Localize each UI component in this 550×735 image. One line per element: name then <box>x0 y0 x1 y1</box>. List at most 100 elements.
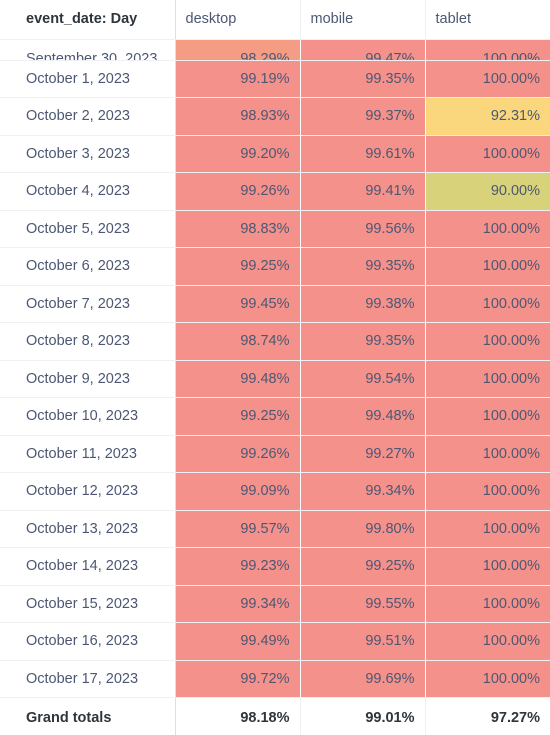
cell-mobile: 99.41% <box>300 172 426 211</box>
column-header-mobile[interactable]: mobile <box>300 0 426 40</box>
table-row: October 13, 2023 99.57% 99.80% 100.00% <box>0 510 550 548</box>
table-row: October 16, 2023 99.49% 99.51% 100.00% <box>0 622 550 661</box>
row-header-date: October 12, 2023 <box>0 472 176 511</box>
cell-tablet: 100.00% <box>425 135 550 173</box>
cell-desktop: 98.83% <box>175 210 301 248</box>
cell-tablet: 100.00% <box>425 547 550 586</box>
cell-desktop: 99.25% <box>175 247 301 286</box>
cell-tablet: 100.00% <box>425 397 550 436</box>
row-header-date: October 13, 2023 <box>0 510 176 548</box>
table-row: October 4, 2023 99.26% 99.41% 90.00% <box>0 172 550 211</box>
cell-tablet: 100.00% <box>425 210 550 248</box>
table-row: October 11, 2023 99.26% 99.27% 100.00% <box>0 435 550 473</box>
table-row: October 2, 2023 98.93% 99.37% 92.31% <box>0 97 550 136</box>
cell-mobile: 99.27% <box>300 435 426 473</box>
cell-desktop: 99.57% <box>175 510 301 548</box>
cell-desktop: 99.19% <box>175 60 301 98</box>
row-header-date: October 8, 2023 <box>0 322 176 361</box>
cell-desktop: 99.23% <box>175 547 301 586</box>
cell-tablet: 100.00% <box>425 660 550 698</box>
cell-desktop-text: 98.29% <box>240 50 290 60</box>
cell-desktop: 99.72% <box>175 660 301 698</box>
grand-totals-row: Grand totals 98.18% 99.01% 97.27% <box>0 697 550 735</box>
cell-desktop: 99.26% <box>175 172 301 211</box>
row-header-date: October 1, 2023 <box>0 60 176 98</box>
column-header-desktop[interactable]: desktop <box>175 0 301 40</box>
pivot-body: September 30, 2023 98.29% 99.47% 100.00%… <box>0 39 550 698</box>
table-row: October 3, 2023 99.20% 99.61% 100.00% <box>0 135 550 173</box>
table-row: October 6, 2023 99.25% 99.35% 100.00% <box>0 247 550 286</box>
row-date-text: September 30, 2023 <box>26 50 158 60</box>
cell-tablet: 100.00% <box>425 585 550 623</box>
cell-desktop: 98.74% <box>175 322 301 361</box>
table-row: October 7, 2023 99.45% 99.38% 100.00% <box>0 285 550 323</box>
column-header-tablet[interactable]: tablet <box>425 0 550 40</box>
cell-mobile: 99.35% <box>300 247 426 286</box>
cell-tablet: 100.00% <box>425 39 550 61</box>
cell-mobile: 99.48% <box>300 397 426 436</box>
table-row: October 8, 2023 98.74% 99.35% 100.00% <box>0 322 550 361</box>
cell-tablet: 100.00% <box>425 472 550 511</box>
cell-mobile: 99.35% <box>300 60 426 98</box>
cell-tablet: 100.00% <box>425 360 550 398</box>
cell-mobile: 99.25% <box>300 547 426 586</box>
cell-desktop: 99.25% <box>175 397 301 436</box>
grand-total-mobile: 99.01% <box>300 697 426 735</box>
table-row: October 1, 2023 99.19% 99.35% 100.00% <box>0 60 550 98</box>
row-header-date: October 15, 2023 <box>0 585 176 623</box>
row-header-date: October 4, 2023 <box>0 172 176 211</box>
cell-mobile: 99.37% <box>300 97 426 136</box>
cell-mobile: 99.55% <box>300 585 426 623</box>
cell-tablet: 100.00% <box>425 60 550 98</box>
row-header-date: October 2, 2023 <box>0 97 176 136</box>
row-header-date: September 30, 2023 <box>0 39 176 61</box>
column-header-event-date[interactable]: event_date: Day <box>0 0 176 40</box>
grand-totals-label: Grand totals <box>0 697 176 735</box>
table-row: October 10, 2023 99.25% 99.48% 100.00% <box>0 397 550 436</box>
cell-tablet: 100.00% <box>425 435 550 473</box>
row-header-date: October 17, 2023 <box>0 660 176 698</box>
table-row: October 5, 2023 98.83% 99.56% 100.00% <box>0 210 550 248</box>
table-row: October 17, 2023 99.72% 99.69% 100.00% <box>0 660 550 698</box>
cell-mobile: 99.47% <box>300 39 426 61</box>
cell-desktop: 99.48% <box>175 360 301 398</box>
row-header-date: October 3, 2023 <box>0 135 176 173</box>
cell-tablet: 100.00% <box>425 622 550 661</box>
cell-mobile: 99.51% <box>300 622 426 661</box>
header-row: event_date: Day desktop mobile tablet <box>0 0 550 40</box>
row-header-date: October 9, 2023 <box>0 360 176 398</box>
grand-total-desktop: 98.18% <box>175 697 301 735</box>
row-header-date: October 14, 2023 <box>0 547 176 586</box>
row-header-date: October 6, 2023 <box>0 247 176 286</box>
cell-desktop: 99.34% <box>175 585 301 623</box>
cell-desktop: 99.26% <box>175 435 301 473</box>
cell-tablet: 92.31% <box>425 97 550 136</box>
cell-desktop: 98.29% <box>175 39 301 61</box>
table-row: October 15, 2023 99.34% 99.55% 100.00% <box>0 585 550 623</box>
cell-tablet: 90.00% <box>425 172 550 211</box>
grand-total-tablet: 97.27% <box>425 697 550 735</box>
cell-mobile: 99.56% <box>300 210 426 248</box>
row-header-date: October 16, 2023 <box>0 622 176 661</box>
cell-mobile: 99.54% <box>300 360 426 398</box>
row-header-date: October 7, 2023 <box>0 285 176 323</box>
cell-desktop: 99.20% <box>175 135 301 173</box>
cell-desktop: 99.45% <box>175 285 301 323</box>
cell-desktop: 99.09% <box>175 472 301 511</box>
cell-desktop: 99.49% <box>175 622 301 661</box>
cell-tablet-text: 100.00% <box>482 50 540 60</box>
cell-tablet: 100.00% <box>425 247 550 286</box>
table-row: October 14, 2023 99.23% 99.25% 100.00% <box>0 547 550 586</box>
cell-mobile: 99.61% <box>300 135 426 173</box>
cell-mobile-text: 99.47% <box>365 50 415 60</box>
table-row: October 9, 2023 99.48% 99.54% 100.00% <box>0 360 550 398</box>
cell-desktop: 98.93% <box>175 97 301 136</box>
table-row: October 12, 2023 99.09% 99.34% 100.00% <box>0 472 550 511</box>
cell-tablet: 100.00% <box>425 322 550 361</box>
row-header-date: October 11, 2023 <box>0 435 176 473</box>
cell-mobile: 99.38% <box>300 285 426 323</box>
cell-mobile: 99.35% <box>300 322 426 361</box>
cell-tablet: 100.00% <box>425 285 550 323</box>
table-row-partial: September 30, 2023 98.29% 99.47% 100.00% <box>0 39 550 61</box>
